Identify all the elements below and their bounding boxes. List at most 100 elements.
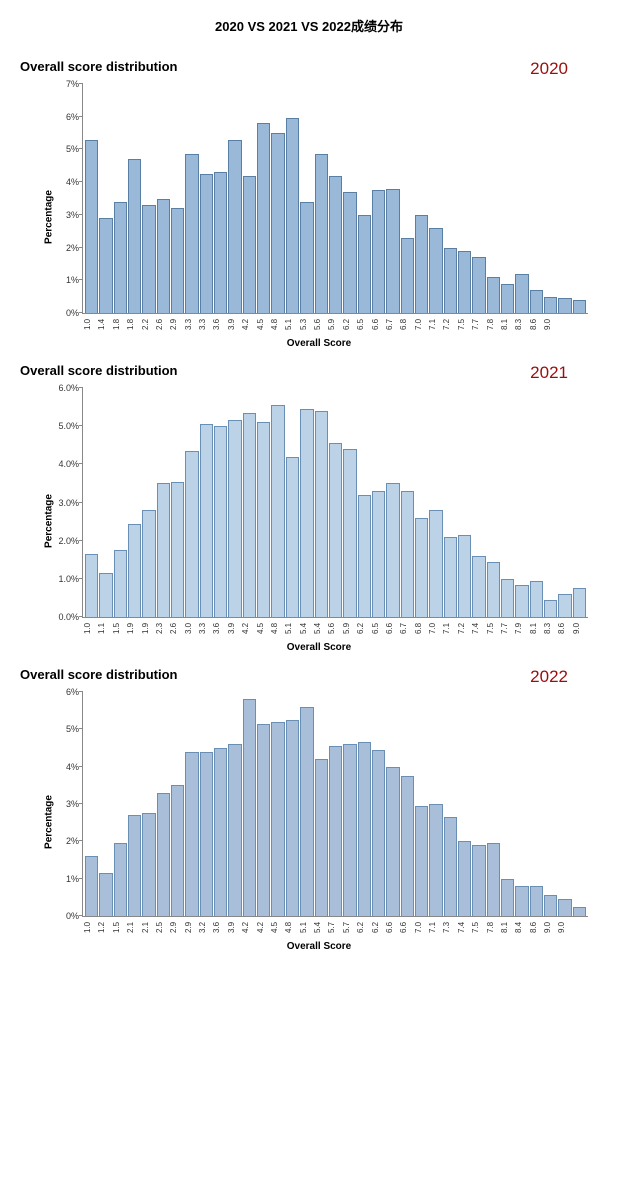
x-tick-label: 6.2 — [357, 618, 370, 640]
x-tick-label: 5.1 — [285, 314, 298, 336]
x-tick-label: 7.5 — [472, 917, 485, 939]
bar — [372, 750, 385, 916]
x-tick-label: 5.3 — [300, 314, 313, 336]
x-tick-label: 9.0 — [573, 618, 586, 640]
x-tick-label: 9.0 — [544, 314, 557, 336]
bar — [544, 600, 557, 617]
x-tick-label: 5.4 — [300, 618, 313, 640]
chart-panel: Overall score distribution2021Percentage… — [0, 349, 618, 653]
x-tick-label: 2.9 — [185, 917, 198, 939]
x-tick-label: 1.0 — [84, 917, 97, 939]
plot-area: 0.0%1.0%2.0%3.0%4.0%5.0%6.0% — [82, 388, 588, 618]
bar — [429, 804, 442, 916]
bar — [530, 290, 543, 313]
bar — [329, 746, 342, 916]
x-tick-label — [573, 917, 586, 939]
x-tick-label: 1.5 — [113, 917, 126, 939]
y-tick-label: 1.0% — [47, 574, 79, 584]
x-tick-label: 5.6 — [328, 618, 341, 640]
bar — [243, 699, 256, 916]
chart-wrap: Percentage0%1%2%3%4%5%6%1.01.21.52.12.12… — [50, 692, 588, 952]
x-tick-label: 1.9 — [142, 618, 155, 640]
bar — [85, 140, 98, 313]
x-tick-label: 7.2 — [458, 618, 471, 640]
bar — [114, 202, 127, 313]
x-tick-label: 2.6 — [156, 314, 169, 336]
bar — [515, 585, 528, 617]
bar — [271, 722, 284, 916]
bar — [386, 189, 399, 313]
bar — [558, 899, 571, 916]
bar — [444, 537, 457, 617]
page-title: 2020 VS 2021 VS 2022成绩分布 — [0, 0, 618, 45]
x-tick-label: 5.7 — [328, 917, 341, 939]
bar — [157, 483, 170, 617]
x-tick-label: 5.4 — [314, 618, 327, 640]
x-ticks: 1.01.41.81.82.22.62.93.33.33.63.94.24.54… — [82, 314, 588, 336]
x-tick-label: 1.4 — [98, 314, 111, 336]
bars-group — [83, 84, 588, 313]
x-tick-label: 8.1 — [501, 314, 514, 336]
bar — [286, 457, 299, 617]
plot-area: 0%1%2%3%4%5%6% — [82, 692, 588, 917]
bar — [185, 451, 198, 617]
chart-panel: Overall score distribution2022Percentage… — [0, 653, 618, 952]
bar — [358, 215, 371, 313]
bar — [358, 742, 371, 916]
bar — [128, 159, 141, 313]
bar — [228, 140, 241, 313]
bar — [142, 510, 155, 617]
bar — [472, 845, 485, 916]
x-tick-label: 7.1 — [429, 314, 442, 336]
x-tick-label: 4.5 — [271, 917, 284, 939]
bar — [99, 573, 112, 617]
x-tick-label: 6.7 — [386, 314, 399, 336]
y-tick-label: 0% — [47, 911, 79, 921]
bar — [286, 720, 299, 916]
y-tick-label: 2% — [47, 243, 79, 253]
bar — [429, 228, 442, 313]
x-tick-label: 3.3 — [199, 314, 212, 336]
bar — [429, 510, 442, 617]
bar — [142, 813, 155, 916]
x-tick-label: 1.5 — [113, 618, 126, 640]
y-tick-label: 4.0% — [47, 459, 79, 469]
y-tick-label: 6.0% — [47, 383, 79, 393]
x-tick-label: 4.2 — [242, 917, 255, 939]
chart-subtitle: Overall score distribution — [20, 667, 598, 682]
plot-area: 0%1%2%3%4%5%6%7% — [82, 84, 588, 314]
bar — [300, 202, 313, 313]
x-tick-label: 2.1 — [127, 917, 140, 939]
bar — [99, 218, 112, 313]
bar — [329, 443, 342, 617]
x-tick-label: 4.8 — [285, 917, 298, 939]
x-tick-label: 3.6 — [213, 618, 226, 640]
x-tick-label: 1.0 — [84, 314, 97, 336]
chart-subtitle: Overall score distribution — [20, 363, 598, 378]
y-tick-label: 3% — [47, 210, 79, 220]
bar — [444, 817, 457, 916]
chart-panel: Overall score distribution2020Percentage… — [0, 45, 618, 349]
x-tick-label: 5.1 — [285, 618, 298, 640]
y-tick-label: 6% — [47, 687, 79, 697]
bar — [472, 556, 485, 617]
bar — [257, 724, 270, 916]
chart-wrap: Percentage0%1%2%3%4%5%6%7%1.01.41.81.82.… — [50, 84, 588, 349]
bar — [372, 491, 385, 617]
y-tick-label: 7% — [47, 79, 79, 89]
y-tick-label: 2.0% — [47, 536, 79, 546]
bar — [243, 176, 256, 313]
bar — [200, 424, 213, 617]
y-tick-label: 0% — [47, 308, 79, 318]
bar — [343, 192, 356, 313]
bar — [487, 277, 500, 313]
x-tick-label: 1.8 — [127, 314, 140, 336]
bar — [257, 422, 270, 617]
bar — [458, 841, 471, 916]
y-tick-label: 5.0% — [47, 421, 79, 431]
bar — [501, 284, 514, 313]
bar — [487, 843, 500, 916]
x-tick-label: 3.6 — [213, 917, 226, 939]
x-tick-label: 7.5 — [458, 314, 471, 336]
bar — [458, 535, 471, 617]
